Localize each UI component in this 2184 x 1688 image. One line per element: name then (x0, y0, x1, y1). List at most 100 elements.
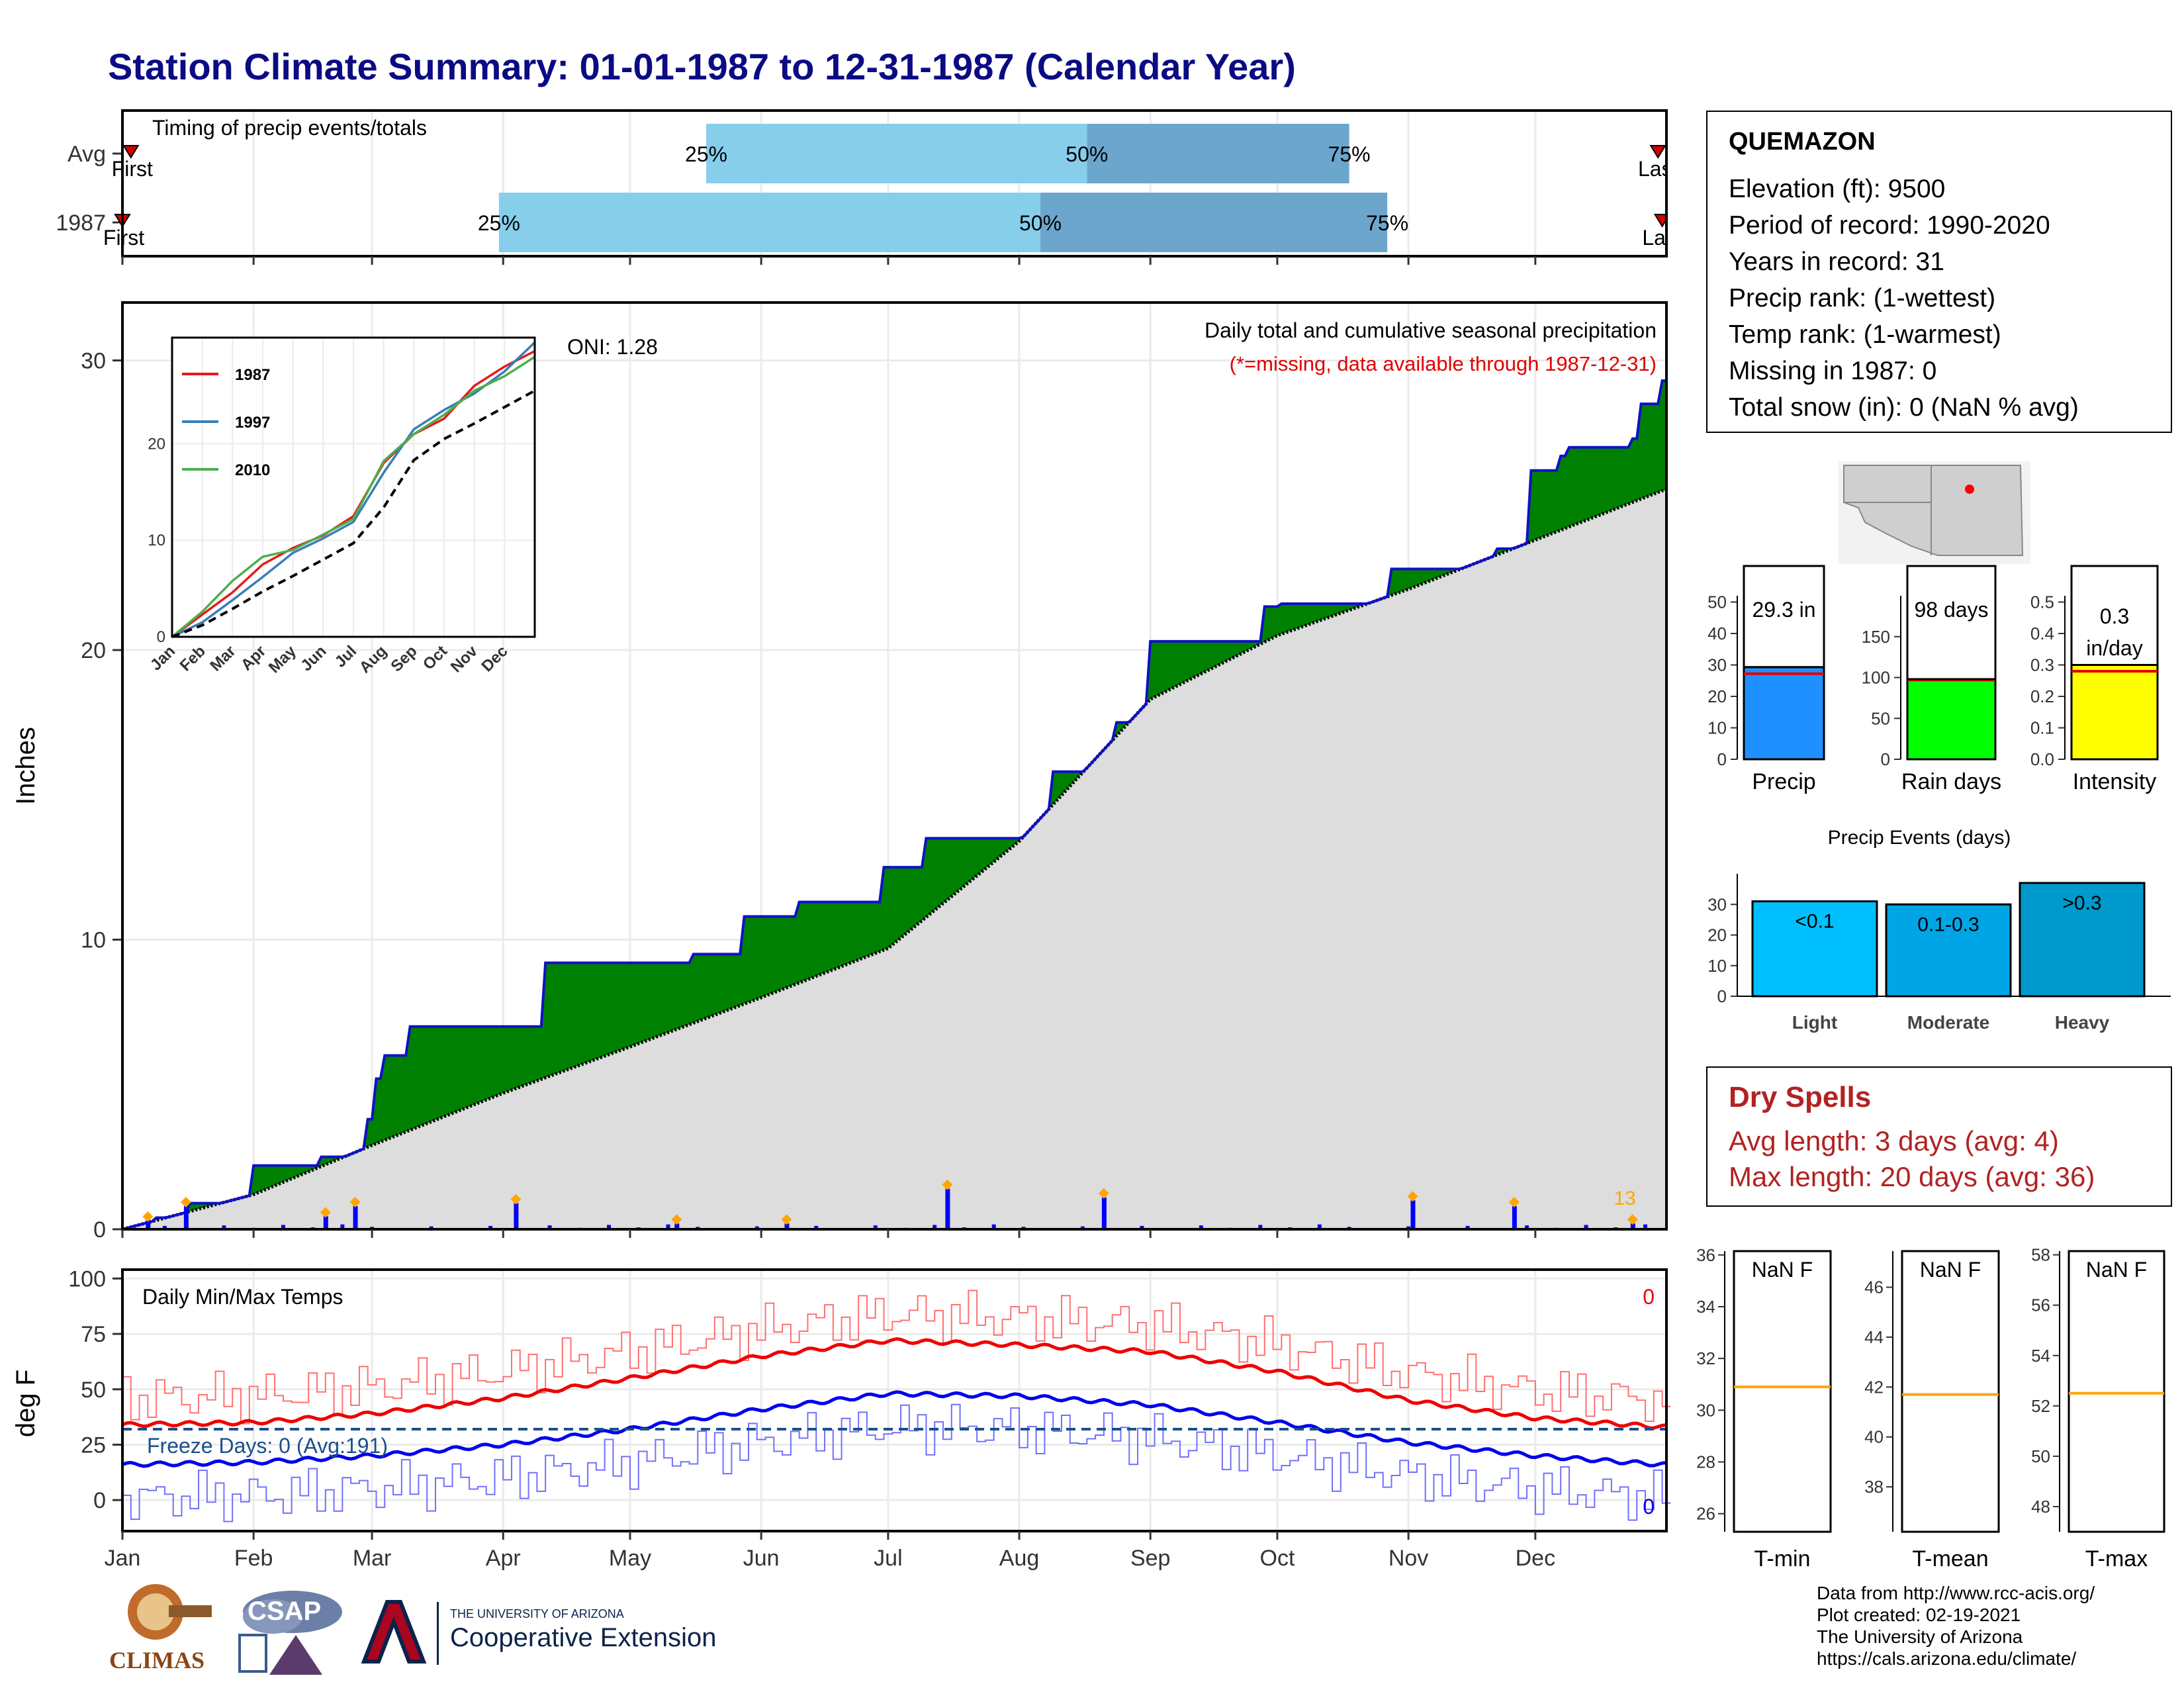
inset-series-line (171, 342, 536, 638)
side-y-tick-label: 0.3 (2030, 655, 2054, 675)
side-y-tick-label: 20 (1707, 686, 1727, 706)
events-bar (1751, 900, 1878, 998)
side-bar-frame (2070, 565, 2159, 666)
timing-p75-label: 75% (1328, 142, 1371, 166)
precip-frame (121, 301, 1668, 1231)
precip-y-tick-label: 20 (81, 638, 106, 663)
side-y-tick-label: 50 (1707, 592, 1727, 612)
timing-first-marker (122, 145, 140, 159)
temp-avg-max-line (122, 1337, 1667, 1430)
inset-y-tick-label: 0 (157, 628, 165, 646)
tbox-y-tick-label: 58 (2031, 1245, 2050, 1265)
climas-logo-mark (128, 1584, 212, 1640)
side-bar-value-label: 0.3 (2100, 604, 2129, 628)
inset-series-line (171, 389, 535, 638)
precip-event-marker (1508, 1197, 1520, 1207)
side-y-tick-label: 10 (1707, 718, 1727, 738)
precip-daily-bar (514, 1203, 519, 1229)
precip-daily-bar (784, 1223, 790, 1229)
temp-frame (121, 1268, 1668, 1532)
side-value-bar (1906, 678, 1997, 761)
tbox-y-tick-label: 50 (2031, 1446, 2050, 1466)
inset-y-tick-label: 10 (148, 532, 165, 549)
side-y-tick-label: 0 (1881, 749, 1890, 769)
inset-y-tick-label: 20 (148, 435, 165, 453)
inset-legend-label: 1997 (235, 414, 270, 432)
ua-big-text: Cooperative Extension (450, 1623, 717, 1652)
precip-small-bar (1258, 1225, 1263, 1229)
tbox-y-tick-label: 30 (1696, 1400, 1715, 1420)
precip-small-bar (607, 1225, 612, 1229)
state-shapes (1843, 465, 2024, 556)
dry-max-length: Max length: 20 days (avg: 36) (1729, 1161, 2095, 1192)
elevation-line: Elevation (ft): 9500 (1729, 175, 1946, 203)
precip-small-bar (1465, 1225, 1470, 1229)
precip-small-bar (1525, 1225, 1529, 1229)
precip-event-marker (510, 1194, 522, 1205)
dry-spells-box: Dry Spells Avg length: 3 days (avg: 4) M… (1706, 1066, 2172, 1207)
precip-small-bar (1584, 1225, 1588, 1229)
side-bar-title: Rain days (1901, 769, 2001, 794)
csap-logo-text: CSAP (248, 1597, 322, 1626)
precip-small-bar (281, 1225, 285, 1229)
precip-event-marker (142, 1211, 154, 1222)
precip-small-bar (429, 1226, 433, 1229)
precip-daily-bar (353, 1206, 358, 1229)
events-chart-title: Precip Events (days) (1828, 827, 2011, 849)
cumulative-precip-chart: 0 10 20 30 13 Daily total and cumulative seas… (11, 301, 1668, 1243)
temp-chart-title: Daily Min/Max Temps (142, 1285, 343, 1309)
precip-event-marker (942, 1179, 953, 1190)
precip-small-bar (1406, 1226, 1411, 1229)
tbox-value-label: NaN F (2086, 1258, 2147, 1282)
precip-small-bar (1317, 1224, 1322, 1229)
tbox-y-tick-label: 32 (1696, 1348, 1715, 1368)
month-axis-label: Nov (1388, 1546, 1428, 1571)
side-bar-title: Precip (1752, 769, 1815, 794)
timing-bar-50-75 (1087, 124, 1349, 183)
month-axis-label: Apr (486, 1546, 521, 1571)
timing-bar-25-50 (498, 193, 1041, 252)
side-y-tick-label: 30 (1707, 655, 1727, 675)
side-y-tick-label: 0.0 (2030, 749, 2054, 769)
precip-daily-bar (1410, 1200, 1416, 1229)
side-bar-value-label-unit: in/day (2086, 636, 2142, 660)
credit-data-source: Data from http://www.rcc-acis.org/ (1817, 1583, 2095, 1603)
month-axis-label: Jul (874, 1546, 902, 1571)
precip-small-bar (814, 1225, 819, 1229)
dry-avg-length: Avg length: 3 days (avg: 4) (1729, 1125, 2059, 1156)
freeze-days-label: Freeze Days: 0 (Avg:191) (147, 1434, 388, 1458)
precip-small-bar (340, 1224, 345, 1229)
tbox-y-tick-label: 44 (1864, 1327, 1884, 1347)
side-y-tick-label: 40 (1707, 624, 1727, 643)
temp-panel (122, 1270, 1666, 1531)
timing-bar-25-50 (706, 124, 1087, 183)
events-bar-label: <0.1 (1795, 911, 1834, 933)
credit-university: The University of Arizona (1817, 1626, 2023, 1647)
side-y-tick-label: 50 (1871, 708, 1890, 728)
tbox-frame (1733, 1250, 1832, 1533)
timing-frame-outline (121, 109, 1668, 258)
daily-temp-chart: 0 25 50 75 100 Freeze Days: 0 (Avg:191) Daily … (11, 1266, 1671, 1571)
tbox-y-tick-label: 46 (1864, 1278, 1884, 1297)
month-axis-label: Mar (353, 1546, 392, 1571)
climas-logo-text: CLIMAS (109, 1647, 205, 1673)
tbox-y-tick-label: 28 (1696, 1452, 1715, 1472)
precip-event-marker (320, 1207, 331, 1218)
month-axis-label: Jan (105, 1546, 141, 1571)
csap-logo: CSAP (233, 1589, 345, 1681)
timing-p25-label: 25% (685, 142, 727, 166)
events-category-label: Light (1792, 1012, 1837, 1033)
events-bar (1885, 903, 2012, 998)
tbox-title: T-min (1754, 1546, 1811, 1571)
precip-event-marker (349, 1197, 361, 1207)
timing-first-label: First (103, 226, 144, 250)
month-axis-label: May (609, 1546, 651, 1571)
ua-logo: THE UNIVERSITY OF ARIZONA Cooperative Ex… (357, 1595, 754, 1675)
tbox-frame (1901, 1250, 2000, 1533)
tbox-y-tick-label: 42 (1864, 1377, 1884, 1397)
events-bar (2019, 882, 2146, 998)
precip-event-marker (1627, 1214, 1638, 1225)
precip-daily-bar (323, 1216, 328, 1229)
tbox-title: T-max (2085, 1546, 2148, 1571)
month-axis-label: Aug (999, 1546, 1040, 1571)
